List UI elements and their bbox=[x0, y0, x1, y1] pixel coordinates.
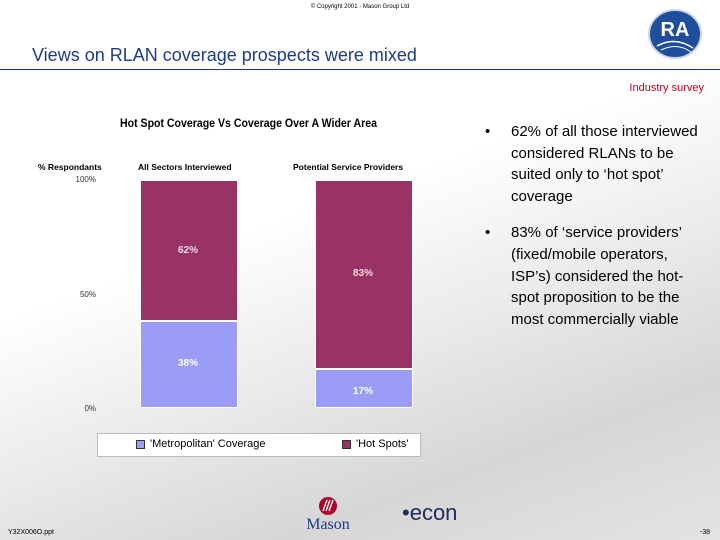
bullet-list: • 62% of all those interviewed considere… bbox=[485, 121, 700, 345]
survey-label: Industry survey bbox=[629, 82, 704, 94]
y-tick-50: 50% bbox=[79, 290, 96, 299]
legend-swatch-hot-spots bbox=[342, 439, 351, 449]
mason-logo: Mason bbox=[296, 496, 360, 536]
chart-title: Hot Spot Coverage Vs Coverage Over A Wid… bbox=[120, 116, 377, 130]
y-tick-100: 100% bbox=[75, 175, 96, 184]
bar-1-series-2 bbox=[140, 180, 238, 322]
legend-label-metropolitan: 'Metropolitan' Coverage bbox=[150, 438, 266, 450]
bullet-mark-1: • bbox=[485, 123, 491, 140]
mason-emblem-icon bbox=[319, 497, 337, 515]
data-label-1-series-1: 38% bbox=[177, 357, 198, 369]
bar-2-series-1 bbox=[315, 369, 413, 408]
ra-logo-text: RA bbox=[661, 19, 690, 41]
bullet-text-1: 62% of all those interviewed considered … bbox=[511, 123, 698, 205]
y-tick-0: 0% bbox=[84, 404, 96, 413]
bullet-item-2: • 83% of ‘service providers’ (fixed/mobi… bbox=[485, 222, 700, 330]
category-label-service-providers: Potential Service Providers bbox=[293, 162, 404, 172]
category-label-all-sectors: All Sectors Interviewed bbox=[138, 162, 232, 172]
bar-1-series-1 bbox=[140, 321, 238, 408]
data-label-2-series-1: 17% bbox=[352, 385, 373, 397]
data-label-1-series-2: 62% bbox=[177, 245, 198, 256]
chart-legend: 'Metropolitan' Coverage 'Hot Spots' bbox=[97, 433, 421, 457]
y-axis-label: % Respondants bbox=[38, 162, 102, 172]
ra-logo: RA bbox=[648, 9, 702, 59]
legend-item-hot-spots: 'Hot Spots' bbox=[342, 438, 409, 450]
bullet-text-2: 83% of ‘service providers’ (fixed/mobile… bbox=[511, 224, 684, 328]
copyright-notice: © Copyright 2001 - Mason Group Ltd bbox=[310, 4, 410, 10]
legend-label-hot-spots: 'Hot Spots' bbox=[356, 438, 409, 450]
legend-item-metropolitan: 'Metropolitan' Coverage bbox=[136, 438, 265, 450]
bullet-item-1: • 62% of all those interviewed considere… bbox=[485, 121, 700, 207]
bar-2-series-2 bbox=[315, 180, 413, 370]
legend-swatch-metropolitan bbox=[136, 439, 145, 449]
file-reference: Y32X006O.ppt bbox=[8, 529, 54, 536]
page-title: Views on RLAN coverage prospects were mi… bbox=[32, 45, 417, 65]
title-divider bbox=[0, 69, 720, 70]
data-label-2-series-2: 83% bbox=[352, 268, 373, 279]
mason-logo-text: Mason bbox=[306, 516, 350, 533]
page-number: -38 bbox=[699, 529, 710, 536]
econ-logo: •econ bbox=[402, 500, 458, 525]
bullet-mark-2: • bbox=[485, 224, 491, 242]
